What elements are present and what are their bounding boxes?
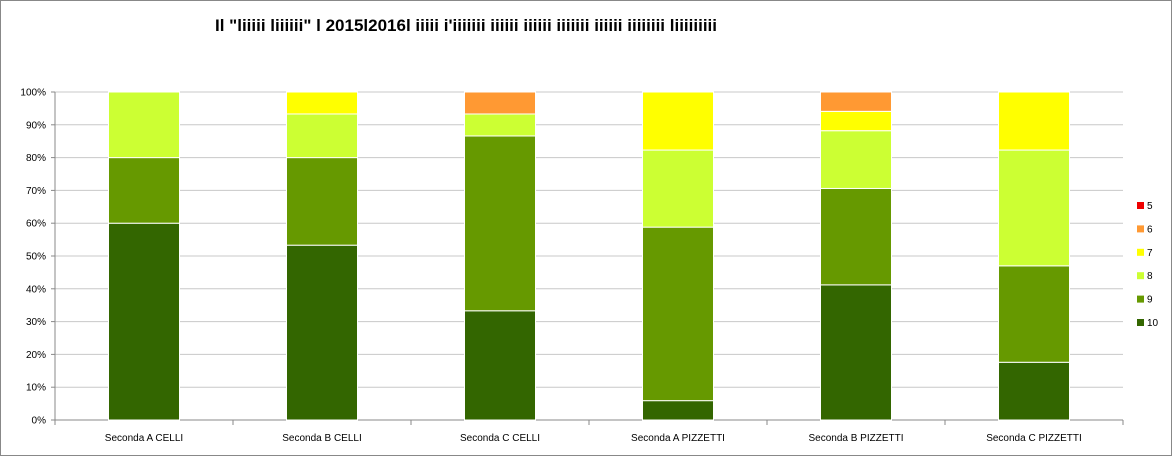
bar-segment-7 <box>642 91 714 151</box>
bar-segment-8 <box>998 149 1070 267</box>
bar-segment-8 <box>286 113 358 159</box>
legend-swatch-5 <box>1137 202 1144 209</box>
bar-segment-9 <box>642 226 714 402</box>
bar-segment-6 <box>820 91 892 112</box>
bar-segment-10 <box>286 244 358 421</box>
bar-segment-10 <box>820 284 892 421</box>
legend-label: 8 <box>1147 271 1153 282</box>
bar-segment-9 <box>820 187 892 286</box>
bar-segment-9 <box>108 157 180 224</box>
bar-segment-6 <box>464 91 536 115</box>
x-category-label: Seconda B PIZZETTI <box>808 433 903 444</box>
y-tick-label: 20% <box>26 350 46 361</box>
bar-segment-9 <box>286 157 358 246</box>
bar-segment-10 <box>108 222 180 421</box>
legend-label: 10 <box>1147 318 1159 329</box>
x-category-label: Seconda B CELLI <box>282 433 362 444</box>
legend-swatch-8 <box>1137 272 1144 280</box>
bar-segment-10 <box>642 400 714 421</box>
legend-label: 6 <box>1147 224 1153 235</box>
bar-segment-9 <box>998 265 1070 363</box>
x-category-label: Seconda A CELLI <box>105 433 183 444</box>
bar-segment-7 <box>998 91 1070 151</box>
y-tick-label: 0% <box>32 416 47 427</box>
bar-segment-8 <box>464 113 536 137</box>
legend-swatch-10 <box>1137 319 1144 326</box>
y-tick-label: 50% <box>26 252 46 263</box>
x-category-label: Seconda A PIZZETTI <box>631 433 725 444</box>
y-tick-label: 40% <box>26 284 46 295</box>
legend-swatch-6 <box>1137 225 1144 233</box>
legend-label: 5 <box>1147 201 1153 212</box>
legend-swatch-7 <box>1137 248 1144 256</box>
bar-segment-9 <box>464 135 536 312</box>
legend-swatch-9 <box>1137 295 1144 303</box>
legend-label: 7 <box>1147 248 1153 259</box>
bar-segment-8 <box>820 130 892 189</box>
y-tick-label: 90% <box>26 120 46 131</box>
y-tick-label: 70% <box>26 186 46 197</box>
bar-segment-8 <box>108 91 180 159</box>
bar-segment-10 <box>464 310 536 421</box>
bar-segment-8 <box>642 149 714 228</box>
y-tick-label: 30% <box>26 317 46 328</box>
bar-segment-7 <box>820 110 892 132</box>
y-tick-label: 10% <box>26 383 46 394</box>
x-category-label: Seconda C PIZZETTI <box>986 433 1082 444</box>
x-category-label: Seconda C CELLI <box>460 433 540 444</box>
bar-segment-7 <box>286 91 358 115</box>
legend-label: 9 <box>1147 295 1153 306</box>
chart-title: Il "liiiii liiiiii" l 2015l2016l iiiii i… <box>215 16 717 35</box>
y-tick-label: 80% <box>26 153 46 164</box>
y-tick-label: 60% <box>26 219 46 230</box>
bar-segment-10 <box>998 361 1070 421</box>
y-tick-label: 100% <box>20 88 46 99</box>
